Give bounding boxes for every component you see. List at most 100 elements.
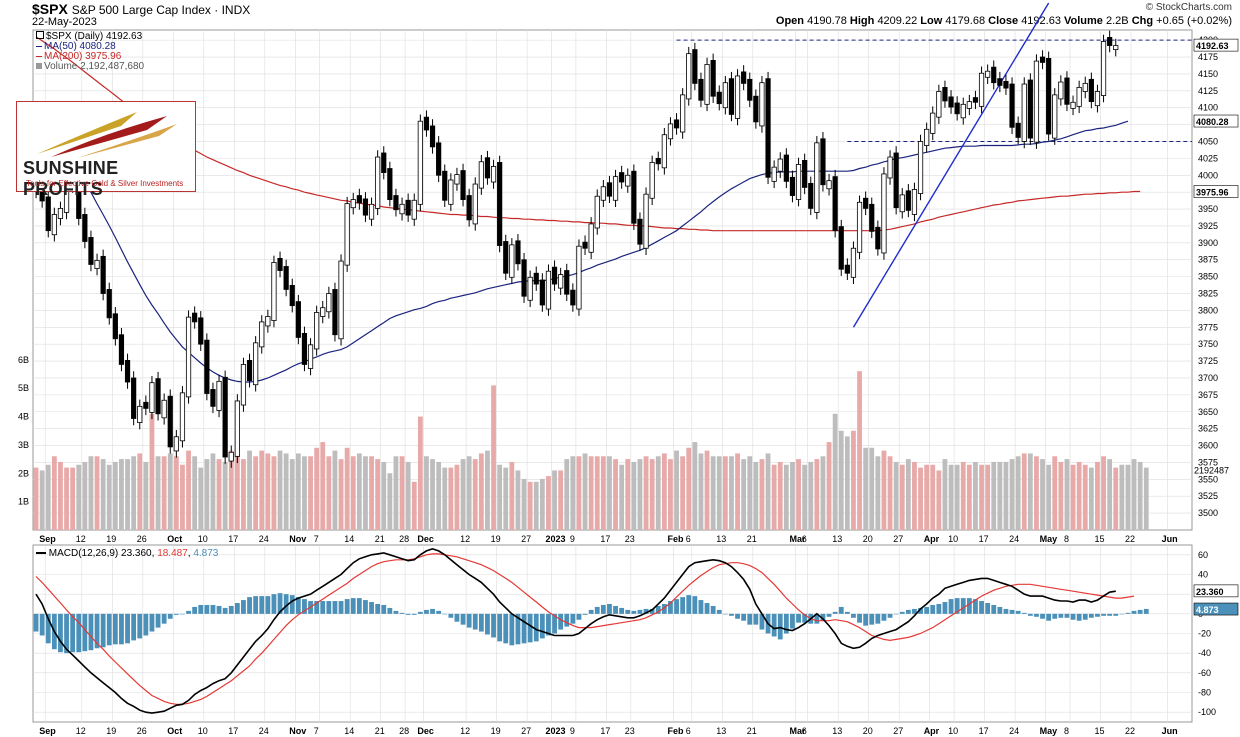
candle-body: [588, 223, 594, 253]
volume-bar: [1015, 456, 1021, 530]
candle-body: [545, 270, 552, 310]
candle-body: [411, 199, 417, 220]
candle-body: [131, 377, 137, 419]
macd-histogram-bar: [607, 604, 612, 614]
candle-body: [625, 174, 631, 187]
symbol-description: S&P 500 Large Cap Index: [71, 3, 211, 17]
x-tick-label: 7: [314, 534, 319, 544]
macd-histogram-bar: [912, 608, 917, 614]
candle-body: [344, 203, 350, 266]
price-tick-label: 4050: [1198, 136, 1218, 146]
volume-bar: [607, 456, 612, 530]
price-tick-label: 3725: [1198, 356, 1218, 366]
candle-body: [698, 78, 704, 101]
macd-histogram-bar: [375, 604, 381, 614]
x-tick-label: 9: [570, 726, 575, 736]
x-tick-label: 14: [344, 726, 354, 736]
price-tick-label: 3750: [1198, 339, 1218, 349]
volume-bar: [619, 464, 625, 530]
candle-body: [185, 316, 192, 398]
candle-body: [1094, 91, 1101, 107]
macd-histogram-bar: [783, 613, 789, 634]
candle-body: [265, 316, 271, 327]
candle-body: [1070, 101, 1076, 109]
macd-histogram-bar: [143, 613, 149, 636]
candle-body: [576, 245, 582, 310]
candle-body: [734, 75, 741, 119]
x-tick-label: 27: [521, 534, 531, 544]
x-tick-label: May: [1040, 726, 1058, 736]
macd-histogram-bar: [1021, 612, 1027, 614]
macd-histogram-bar: [680, 597, 686, 614]
volume-bar: [948, 464, 954, 530]
macd-histogram-bar: [33, 613, 39, 632]
x-tick-label: 7: [314, 726, 319, 736]
macd-histogram-bar: [302, 599, 307, 614]
x-tick-label: 23: [625, 534, 635, 544]
candle-body: [161, 399, 167, 419]
volume-bar: [735, 453, 740, 530]
x-tick-label: 28: [399, 726, 409, 736]
volume-bar: [942, 459, 948, 530]
volume-tick-label: 3B: [18, 440, 29, 450]
x-tick-label: 12: [460, 534, 470, 544]
macd-histogram-bar: [472, 613, 478, 630]
volume-bar: [228, 450, 234, 530]
macd-histogram-bar: [45, 613, 51, 644]
volume-bar: [186, 450, 191, 530]
candle-body: [320, 307, 326, 317]
candle-body: [454, 174, 460, 185]
x-tick-label: 24: [259, 534, 269, 544]
candle-body: [368, 203, 375, 220]
volume-bar: [167, 453, 173, 530]
ma50-flag: 4080.28: [1196, 117, 1229, 127]
x-tick-label: 26: [137, 534, 147, 544]
volume-bar: [1137, 461, 1143, 530]
x-tick-label: 21: [747, 726, 757, 736]
candle-body: [905, 190, 911, 211]
x-tick-label: 12: [460, 726, 470, 736]
macd-histogram-bar: [1125, 612, 1131, 614]
volume-bar: [973, 461, 978, 530]
macd-histogram-bar: [1095, 613, 1100, 617]
candle-body: [899, 194, 905, 213]
candle-body: [137, 405, 143, 423]
volume-bar: [716, 456, 722, 530]
volume-bar: [241, 459, 246, 530]
macd-histogram-bar: [851, 613, 856, 618]
x-tick-label: Dec: [417, 534, 434, 544]
price-tick-label: 3675: [1198, 390, 1218, 400]
candle-body: [856, 201, 863, 253]
volume-bar: [503, 467, 509, 530]
volume-bar: [430, 459, 435, 530]
macd-histogram-bar: [552, 613, 557, 634]
candle-body: [838, 226, 844, 270]
volume-bar: [497, 464, 503, 530]
macd-histogram-bar: [119, 613, 124, 645]
close-value: 4192.63: [1021, 15, 1061, 27]
macd-histogram-bar: [1070, 613, 1076, 620]
x-tick-label: Mar: [790, 534, 807, 544]
volume-bar: [271, 456, 277, 530]
x-tick-label: 23: [625, 726, 635, 736]
candle-body: [765, 78, 771, 178]
logo-tagline: Tools for Effective Gold & Silver Invest…: [26, 179, 184, 188]
x-tick-label: 24: [1009, 726, 1019, 736]
macd-histogram-bar: [448, 613, 454, 618]
candle-body: [661, 134, 667, 169]
legend-macd-name: MACD(12,26,9): [48, 548, 119, 559]
macd-histogram-bar: [1040, 613, 1045, 619]
candle-body: [1039, 56, 1046, 63]
candle-body: [606, 182, 613, 197]
macd-histogram-bar: [1009, 609, 1015, 614]
candle-body: [728, 78, 735, 115]
macd-histogram-bar: [82, 613, 88, 652]
volume-bar: [393, 456, 399, 530]
candle-body: [45, 196, 51, 232]
candle-body: [484, 157, 491, 179]
macd-histogram-bar: [332, 601, 338, 614]
macd-histogram-bar: [600, 604, 606, 614]
volume-bar: [771, 464, 777, 530]
sunshine-profits-logo: SUNSHINE PROFITS Tools for Effective Gol…: [16, 101, 196, 199]
change-value: +0.65 (+0.02%): [1156, 15, 1232, 27]
